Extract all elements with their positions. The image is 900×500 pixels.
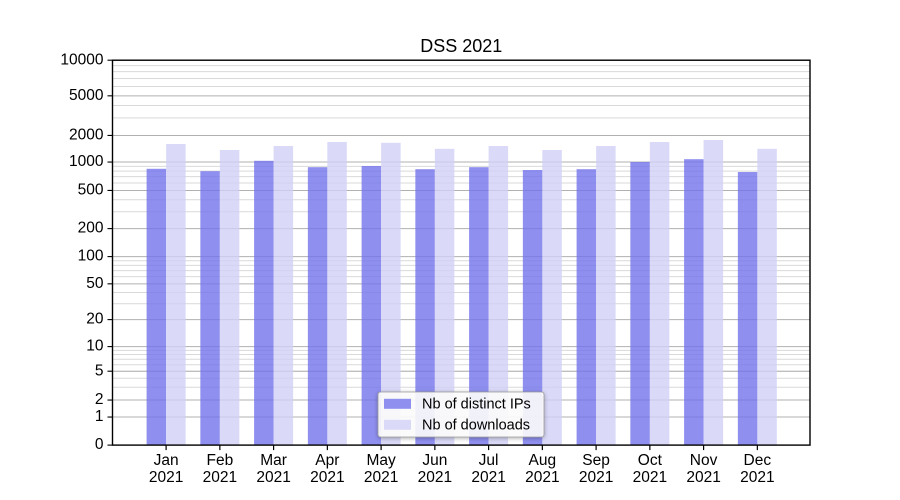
svg-text:1: 1	[95, 408, 104, 425]
svg-text:10: 10	[86, 338, 104, 355]
svg-text:10000: 10000	[60, 51, 103, 68]
svg-text:0: 0	[95, 436, 104, 453]
svg-text:100: 100	[78, 248, 104, 265]
svg-text:2000: 2000	[69, 127, 104, 144]
svg-text:2021: 2021	[149, 469, 183, 486]
svg-text:2021: 2021	[310, 469, 344, 486]
svg-text:1000: 1000	[69, 153, 104, 170]
svg-text:5000: 5000	[69, 87, 104, 104]
svg-text:2021: 2021	[364, 469, 398, 486]
svg-text:20: 20	[86, 311, 104, 328]
svg-text:Sep: Sep	[582, 452, 610, 469]
svg-text:2: 2	[95, 391, 104, 408]
svg-text:5: 5	[95, 362, 104, 379]
svg-text:Aug: Aug	[529, 452, 557, 469]
svg-text:200: 200	[78, 220, 104, 237]
svg-text:2021: 2021	[471, 469, 505, 486]
svg-text:2021: 2021	[740, 469, 774, 486]
svg-text:2021: 2021	[418, 469, 452, 486]
svg-text:Jan: Jan	[154, 452, 179, 469]
svg-text:500: 500	[78, 182, 104, 199]
svg-text:May: May	[366, 452, 396, 469]
svg-text:2021: 2021	[256, 469, 290, 486]
svg-text:Nov: Nov	[690, 452, 718, 469]
svg-text:2021: 2021	[686, 469, 720, 486]
svg-text:2021: 2021	[579, 469, 613, 486]
svg-text:2021: 2021	[203, 469, 237, 486]
svg-text:2021: 2021	[525, 469, 559, 486]
svg-text:Dec: Dec	[744, 452, 772, 469]
svg-text:Nb of downloads: Nb of downloads	[422, 418, 530, 434]
svg-text:Jul: Jul	[479, 452, 499, 469]
svg-text:2021: 2021	[633, 469, 667, 486]
svg-text:50: 50	[86, 275, 104, 292]
svg-text:Mar: Mar	[260, 452, 287, 469]
svg-text:Feb: Feb	[206, 452, 233, 469]
svg-text:Jun: Jun	[422, 452, 447, 469]
svg-text:Nb of distinct IPs: Nb of distinct IPs	[422, 397, 531, 413]
svg-text:Apr: Apr	[315, 452, 339, 469]
svg-text:Oct: Oct	[638, 452, 663, 469]
